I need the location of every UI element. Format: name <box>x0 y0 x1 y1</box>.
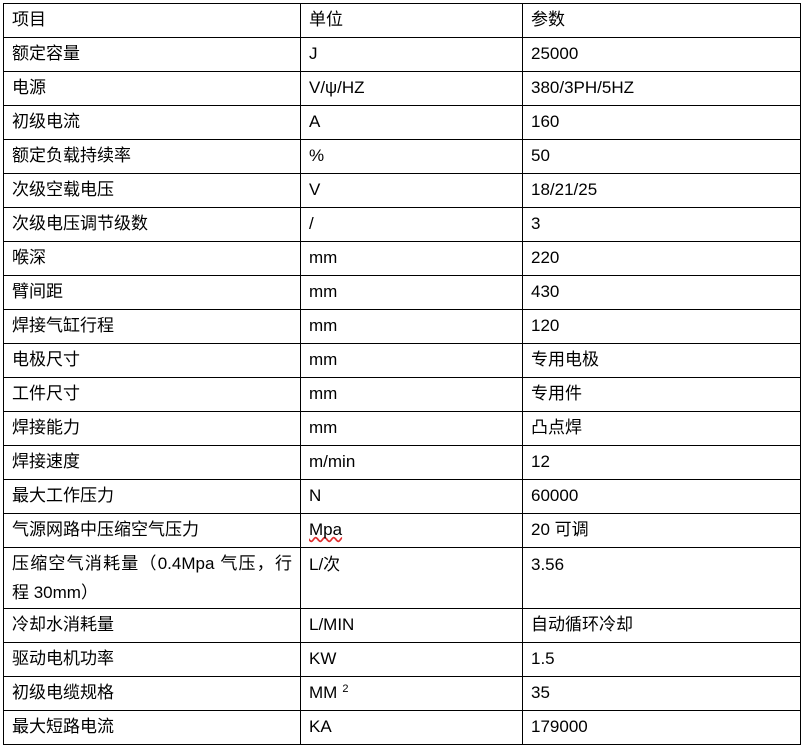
cell-unit: m/min <box>300 445 523 480</box>
cell-parameter: 430 <box>522 275 801 310</box>
table-row: 次级空载电压 V 18/21/25 <box>3 173 801 208</box>
cell-parameter: 1.5 <box>522 642 801 677</box>
cell-parameter: 25000 <box>522 37 801 72</box>
cell-item: 焊接速度 <box>3 445 301 480</box>
cell-item: 次级空载电压 <box>3 173 301 208</box>
table-row: 焊接速度 m/min 12 <box>3 445 801 480</box>
cell-item: 气源网路中压缩空气压力 <box>3 513 301 548</box>
cell-item: 驱动电机功率 <box>3 642 301 677</box>
cell-unit: Mpa <box>300 513 523 548</box>
cell-unit: A <box>300 105 523 140</box>
cell-item: 冷却水消耗量 <box>3 608 301 643</box>
table-row: 喉深 mm 220 <box>3 241 801 276</box>
header-cell-unit: 单位 <box>300 3 523 38</box>
table-body: 项目 单位 参数 额定容量 J 25000 电源 V/ψ/HZ 380/3PH/5HZ 初级… <box>3 3 801 745</box>
table-row: 臂间距 mm 430 <box>3 275 801 310</box>
cell-item: 最大短路电流 <box>3 710 301 745</box>
cell-parameter: 160 <box>522 105 801 140</box>
cell-item: 焊接能力 <box>3 411 301 446</box>
cell-unit: L/次 <box>300 547 523 609</box>
cell-unit: mm <box>300 377 523 412</box>
table-row: 最大短路电流 KA 179000 <box>3 710 801 745</box>
spellcheck-underlined-text: Mpa <box>309 520 343 540</box>
cell-unit-superscript: 2 <box>342 682 349 695</box>
cell-parameter: 380/3PH/5HZ <box>522 71 801 106</box>
cell-parameter: 179000 <box>522 710 801 745</box>
cell-unit: mm <box>300 411 523 446</box>
cell-unit: mm <box>300 343 523 378</box>
table-header-row: 项目 单位 参数 <box>3 3 801 38</box>
table-row: 初级电缆规格 MM 2 35 <box>3 676 801 711</box>
table-row: 次级电压调节级数/3 <box>3 207 801 242</box>
cell-item: 初级电流 <box>3 105 301 140</box>
cell-parameter: 专用件 <box>522 377 801 412</box>
cell-parameter: 12 <box>522 445 801 480</box>
cell-unit: V <box>300 173 523 208</box>
cell-parameter: 120 <box>522 309 801 344</box>
cell-item: 臂间距 <box>3 275 301 310</box>
cell-unit-base: MM <box>309 683 338 703</box>
cell-item: 电源 <box>3 71 301 106</box>
table-row: 额定负载持续率% 50 <box>3 139 801 174</box>
cell-item: 额定容量 <box>3 37 301 72</box>
cell-unit: KW <box>300 642 523 677</box>
cell-unit: mm <box>300 309 523 344</box>
table-row: 焊接能力 mm 凸点焊 <box>3 411 801 446</box>
cell-item: 工件尺寸 <box>3 377 301 412</box>
cell-unit: V/ψ/HZ <box>300 71 523 106</box>
cell-item: 焊接气缸行程 <box>3 309 301 344</box>
cell-parameter: 18/21/25 <box>522 173 801 208</box>
table-row: 气源网路中压缩空气压力 Mpa 20 可调 <box>3 513 801 548</box>
cell-unit: MM 2 <box>300 676 523 711</box>
header-cell-item: 项目 <box>3 3 301 38</box>
table-row: 驱动电机功率 KW 1.5 <box>3 642 801 677</box>
cell-parameter: 自动循环冷却 <box>522 608 801 643</box>
cell-parameter: 3 <box>522 207 801 242</box>
cell-unit: mm <box>300 241 523 276</box>
cell-parameter: 220 <box>522 241 801 276</box>
cell-item: 电极尺寸 <box>3 343 301 378</box>
cell-parameter: 凸点焊 <box>522 411 801 446</box>
cell-unit: J <box>300 37 523 72</box>
cell-parameter: 专用电极 <box>522 343 801 378</box>
table-row: 最大工作压力 N 60000 <box>3 479 801 514</box>
table-row: 电极尺寸 mm 专用电极 <box>3 343 801 378</box>
table-row: 焊接气缸行程 mm 120 <box>3 309 801 344</box>
table-row: 工件尺寸 mm 专用件 <box>3 377 801 412</box>
cell-item: 初级电缆规格 <box>3 676 301 711</box>
cell-unit: % <box>300 139 523 174</box>
table-row: 冷却水消耗量 L/MIN 自动循环冷却 <box>3 608 801 643</box>
specification-table: 项目 单位 参数 额定容量 J 25000 电源 V/ψ/HZ 380/3PH/5HZ 初级… <box>3 3 801 745</box>
table-row: 电源 V/ψ/HZ 380/3PH/5HZ <box>3 71 801 106</box>
table-row: 压缩空气消耗量（0.4Mpa 气压，行程 30mm） L/次 3.56 <box>3 547 801 609</box>
cell-parameter: 20 可调 <box>522 513 801 548</box>
cell-unit: / <box>300 207 523 242</box>
cell-item: 最大工作压力 <box>3 479 301 514</box>
cell-item: 次级电压调节级数 <box>3 207 301 242</box>
cell-item: 额定负载持续率 <box>3 139 301 174</box>
cell-parameter: 3.56 <box>522 547 801 609</box>
cell-unit: mm <box>300 275 523 310</box>
cell-unit: L/MIN <box>300 608 523 643</box>
cell-unit: KA <box>300 710 523 745</box>
table-row: 额定容量 J 25000 <box>3 37 801 72</box>
cell-unit: N <box>300 479 523 514</box>
table-row: 初级电流 A 160 <box>3 105 801 140</box>
header-cell-parameter: 参数 <box>522 3 801 38</box>
cell-parameter: 35 <box>522 676 801 711</box>
cell-parameter: 50 <box>522 139 801 174</box>
cell-item: 喉深 <box>3 241 301 276</box>
cell-item: 压缩空气消耗量（0.4Mpa 气压，行程 30mm） <box>3 547 301 609</box>
cell-parameter: 60000 <box>522 479 801 514</box>
